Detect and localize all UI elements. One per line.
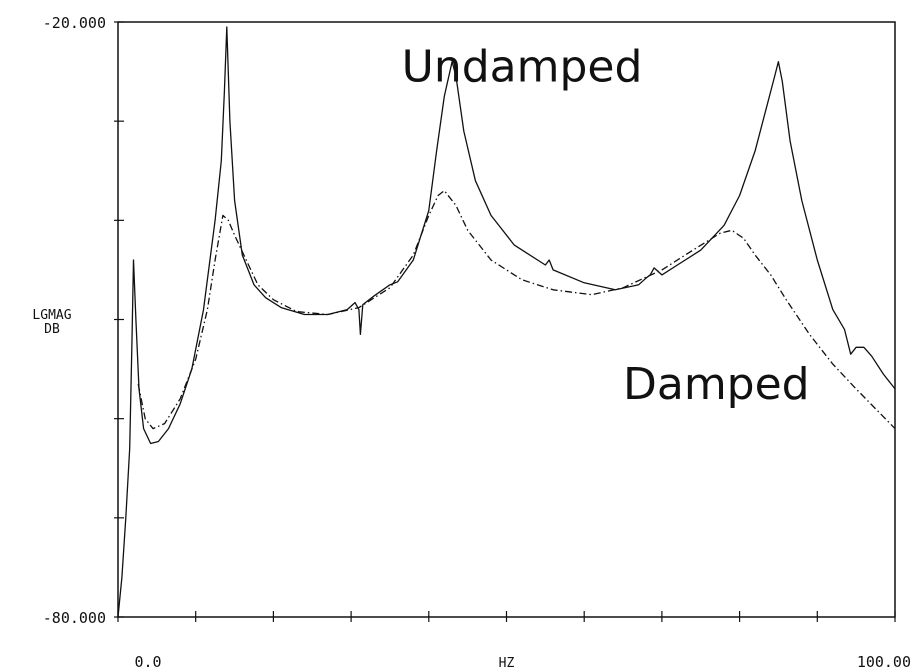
- series-lines: [118, 27, 895, 617]
- x-tick-label-right: 100.00: [857, 653, 911, 671]
- y-axis: [114, 22, 124, 617]
- series-line-undamped: [118, 27, 895, 617]
- y-tick-label-top: -20.000: [43, 14, 106, 32]
- y-axis-label-line1: LGMAG: [32, 308, 71, 323]
- plot-frame: [118, 22, 895, 617]
- x-tick-label-left: 0.0: [134, 653, 161, 671]
- x-axis-label: HZ: [499, 656, 515, 671]
- annotation-undamped: Undamped: [402, 42, 643, 93]
- y-tick-label-bottom: -80.000: [43, 609, 106, 627]
- chart-labels: -20.000 -80.000 0.0 100.00 HZ LGMAG DB U…: [32, 14, 911, 671]
- y-axis-label-line2: DB: [44, 322, 60, 337]
- annotation-damped: Damped: [623, 359, 810, 410]
